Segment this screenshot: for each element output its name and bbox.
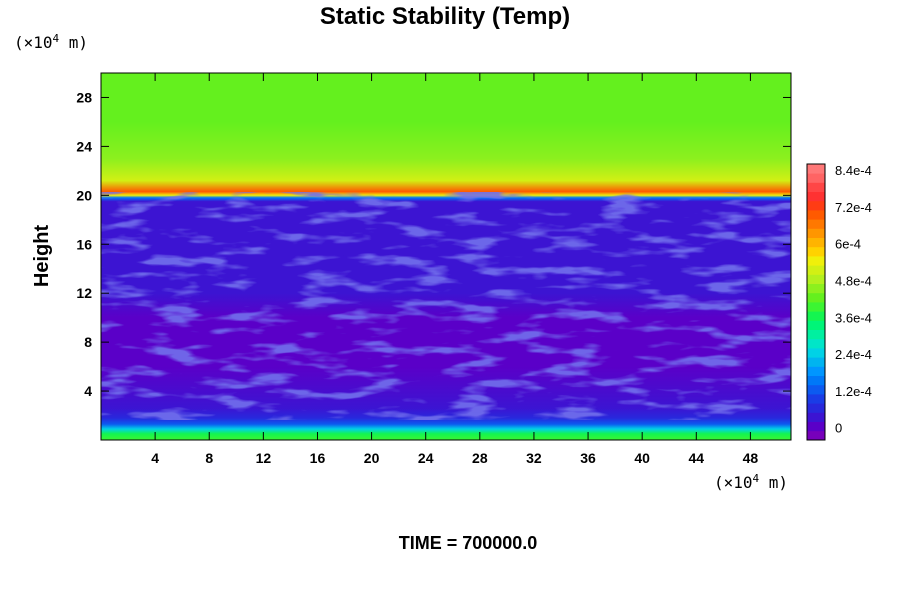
colorbar-swatch (807, 421, 825, 432)
x-tick-label: 36 (580, 450, 596, 466)
y-tick-label: 24 (76, 138, 92, 154)
y-axis-label: Height (31, 225, 53, 288)
colorbar-swatch (807, 237, 825, 248)
colorbar-swatch (807, 320, 825, 330)
x-tick-label: 32 (526, 450, 542, 466)
y-tick-label: 20 (76, 187, 92, 203)
y-axis-unit-label: (×104 m) (14, 32, 88, 52)
colorbar-swatch (807, 384, 825, 395)
colorbar-swatch (807, 329, 825, 340)
x-tick-label: 24 (418, 450, 434, 466)
time-stamp: TIME = 700000.0 (399, 533, 538, 553)
colorbar-swatch (807, 403, 825, 413)
colorbar-swatch (807, 302, 825, 312)
colorbar-frame (806, 163, 826, 441)
colorbar-swatch (807, 375, 825, 386)
colorbar-swatch (807, 430, 825, 441)
x-tick-label: 16 (310, 450, 326, 466)
colorbar-swatch (807, 274, 825, 284)
y-axis: 4 8 12 16 20 24 28 (76, 89, 791, 399)
x-tick-label: 44 (689, 450, 705, 466)
x-tick-label: 20 (364, 450, 380, 466)
colorbar-swatch (807, 338, 825, 349)
colorbar-swatch (807, 265, 825, 275)
colorbar-swatch (807, 228, 825, 238)
x-tick-label: 40 (634, 450, 650, 466)
colorbar-label: 4.8e-4 (835, 274, 872, 289)
colorbar-swatch (807, 348, 825, 358)
colorbar-swatch (807, 246, 825, 257)
colorbar: 8.4e-4 7.2e-4 6e-4 4.8e-4 3.6e-4 2.4e-4 1.2e-4… (806, 163, 872, 441)
colorbar-label: 0 (835, 421, 842, 436)
colorbar-swatch (807, 366, 825, 376)
colorbar-swatch (807, 219, 825, 229)
colorbar-label: 3.6e-4 (835, 310, 872, 325)
colorbar-swatch (807, 173, 825, 183)
x-tick-label: 48 (743, 450, 759, 466)
y-tick-label: 8 (84, 334, 92, 350)
colorbar-swatch (807, 412, 825, 422)
x-axis-unit-label: (×104 m) (714, 472, 788, 492)
colorbar-label: 6e-4 (835, 237, 861, 252)
colorbar-swatch (807, 292, 825, 303)
colorbar-swatch (807, 283, 825, 294)
colorbar-label: 1.2e-4 (835, 384, 872, 399)
x-axis: 4 8 12 16 20 24 28 32 36 40 44 48 (151, 73, 758, 466)
colorbar-label: 8.4e-4 (835, 163, 872, 178)
colorbar-swatch (807, 311, 825, 321)
y-tick-label: 4 (84, 383, 92, 399)
x-tick-label: 4 (151, 450, 159, 466)
y-tick-label: 28 (76, 89, 92, 105)
plot-frame (100, 72, 792, 441)
plot-area (100, 72, 792, 441)
x-tick-label: 8 (205, 450, 213, 466)
colorbar-swatch (807, 200, 825, 211)
colorbar-swatch (807, 394, 825, 404)
colorbar-swatch (807, 191, 825, 202)
y-tick-label: 12 (76, 285, 92, 301)
colorbar-label: 7.2e-4 (835, 200, 872, 215)
chart-title: Static Stability (Temp) (320, 3, 570, 30)
x-tick-label: 12 (256, 450, 272, 466)
colorbar-swatch (807, 164, 825, 174)
stability-field-texture (101, 192, 791, 420)
colorbar-swatch (807, 357, 825, 367)
y-tick-label: 16 (76, 236, 92, 252)
colorbar-swatch (807, 210, 825, 220)
colorbar-label: 2.4e-4 (835, 347, 872, 362)
colorbar-swatch (807, 256, 825, 266)
x-tick-label: 28 (472, 450, 488, 466)
colorbar-swatch (807, 182, 825, 192)
